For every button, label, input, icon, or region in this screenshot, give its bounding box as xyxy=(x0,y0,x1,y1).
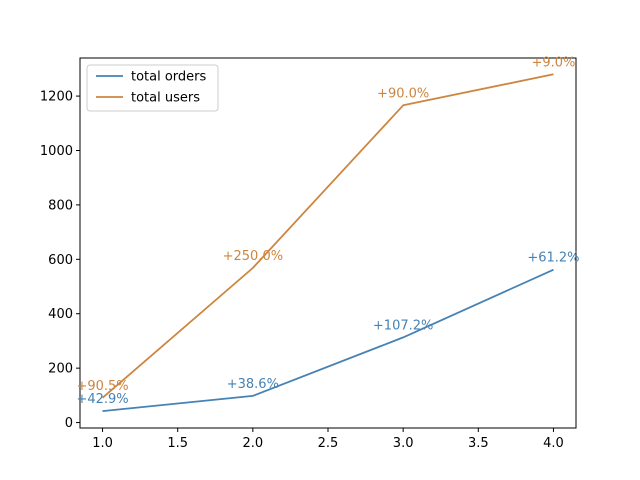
axes-frame xyxy=(79,57,577,429)
x-tick-label: 1.5 xyxy=(167,436,188,451)
legend-label-total-orders: total orders xyxy=(131,70,207,85)
x-tick-label: 2.0 xyxy=(243,436,264,451)
data-label-total-users: +90.5% xyxy=(76,379,128,394)
y-tick-label: 800 xyxy=(48,198,73,213)
y-tick-label: 200 xyxy=(48,362,73,377)
plot-area: 1.0 1.5 2.0 2.5 3.0 3.5 4.0 0 200 400 600 800 1000 1… xyxy=(40,55,580,451)
data-label-total-users: +250.0% xyxy=(223,249,283,264)
y-axis: 0 200 400 600 800 1000 1200 xyxy=(40,90,80,431)
legend: total orders total users xyxy=(86,64,219,112)
y-tick-label: 0 xyxy=(65,416,73,431)
y-tick-label: 400 xyxy=(48,307,73,322)
data-label-total-users: +90.0% xyxy=(377,86,429,101)
data-label-total-orders: +61.2% xyxy=(527,251,579,266)
x-axis: 1.0 1.5 2.0 2.5 3.0 3.5 4.0 xyxy=(92,428,564,451)
y-tick-label: 600 xyxy=(48,253,73,268)
data-label-total-orders: +107.2% xyxy=(373,318,433,333)
x-tick-label: 4.0 xyxy=(543,436,564,451)
x-tick-label: 1.0 xyxy=(92,436,113,451)
data-label-total-users: +9.0% xyxy=(531,55,575,70)
legend-label-total-users: total users xyxy=(131,91,200,106)
data-labels: +42.9% +38.6% +107.2% +61.2% +90.5% +250.0% +9… xyxy=(76,55,579,407)
y-tick-label: 1200 xyxy=(40,90,73,105)
data-label-total-orders: +42.9% xyxy=(76,392,128,407)
data-label-total-orders: +38.6% xyxy=(227,377,279,392)
x-tick-label: 3.0 xyxy=(393,436,414,451)
x-tick-label: 2.5 xyxy=(318,436,339,451)
x-tick-label: 3.5 xyxy=(468,436,489,451)
y-tick-label: 1000 xyxy=(40,144,73,159)
series-line-total-users xyxy=(101,73,554,399)
series-line-total-orders xyxy=(102,268,554,412)
series-lines xyxy=(101,73,554,412)
